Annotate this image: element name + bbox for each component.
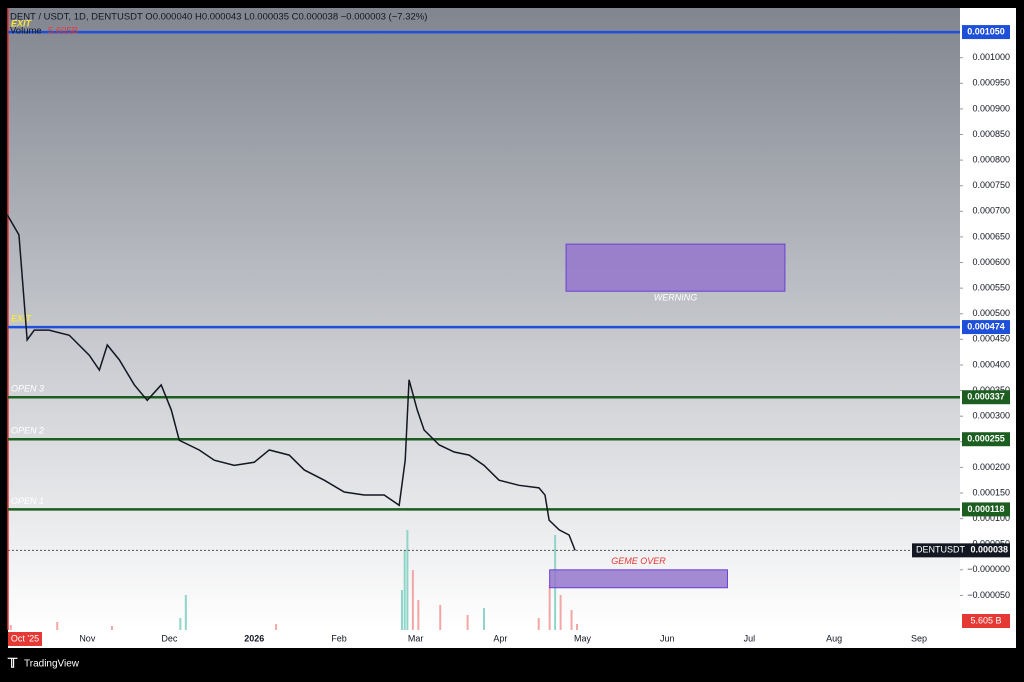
level-label-box xyxy=(962,390,1010,405)
zone-label: GEME OVER xyxy=(611,556,666,566)
y-tick-label: −0.000050 xyxy=(967,590,1010,600)
plot-area xyxy=(8,8,960,630)
level-label-box xyxy=(962,320,1010,335)
level-label-box xyxy=(962,25,1010,40)
y-tick-label: −0.000000 xyxy=(967,564,1010,574)
price-line xyxy=(6,214,576,551)
last-price-box xyxy=(912,543,1010,558)
x-tick-label: Jun xyxy=(660,633,675,643)
level-label-box xyxy=(962,432,1010,447)
volume-name: Volume xyxy=(10,26,42,37)
last-price-label: 0.000038 xyxy=(970,545,1008,555)
y-tick-label: 0.000500 xyxy=(972,308,1010,318)
x-tick-highlight xyxy=(8,632,42,646)
y-tick-label: 0.000750 xyxy=(972,180,1010,190)
y-tick-label: 0.000350 xyxy=(972,385,1010,395)
y-tick-label: 0.000550 xyxy=(972,283,1010,293)
y-tick-label: 0.000850 xyxy=(972,129,1010,139)
volume-bar xyxy=(439,605,442,630)
x-tick-label: Oct '25 xyxy=(11,633,39,643)
volume-bar xyxy=(110,626,113,630)
y-tick-label: 0.000200 xyxy=(972,462,1010,472)
legend: DENT / USDT, 1D, DENTUSDT O0.000040 H0.0… xyxy=(10,12,427,23)
y-tick-label: 0.000650 xyxy=(972,231,1010,241)
zone xyxy=(549,569,728,589)
volume-last-label: 5.605 B xyxy=(970,615,1001,625)
level-label: 0.000255 xyxy=(967,434,1005,444)
x-tick-label: Aug xyxy=(826,633,842,643)
series-name: DENTUSDT xyxy=(916,545,966,555)
level-label-box xyxy=(962,502,1010,517)
volume-bar xyxy=(483,608,485,630)
volume-bar xyxy=(400,590,403,630)
brand-logo: 𝕋 xyxy=(7,655,18,670)
layer: 0.001000 0.000950 0.000900 0.000850 0.000800… xyxy=(6,18,1010,646)
level-name: OPEN 3 xyxy=(11,384,44,394)
y-tick-label: 0.000950 xyxy=(972,78,1010,88)
level-label: 0.000474 xyxy=(967,321,1005,331)
y-tick-label: 0.001000 xyxy=(972,52,1010,62)
volume-bar xyxy=(570,610,573,630)
volume-bar xyxy=(417,600,420,630)
zone xyxy=(565,243,786,292)
x-tick-label: Nov xyxy=(79,633,96,643)
volume-value: 5.605B xyxy=(48,26,78,37)
x-tick-label: Mar xyxy=(408,633,424,643)
brand: TradingView xyxy=(24,659,80,670)
y-tick-label: 0.000100 xyxy=(972,513,1010,523)
level-label: 0.000337 xyxy=(967,392,1005,402)
x-tick-label: Jul xyxy=(744,633,756,643)
level-name: OPEN 1 xyxy=(11,496,44,506)
volume-bar xyxy=(179,618,182,630)
zone-label: WERNING xyxy=(654,293,698,303)
x-tick-label: Sep xyxy=(911,633,927,643)
volume-bar xyxy=(548,585,551,630)
volume-bar xyxy=(576,624,579,630)
x-tick-label: Dec xyxy=(161,633,178,643)
price-axis xyxy=(960,8,1016,630)
level-name: EXIT xyxy=(11,18,33,28)
volume-bar xyxy=(411,570,414,630)
level-label: 0.001050 xyxy=(967,26,1005,36)
volume-bar xyxy=(184,595,187,630)
volume-bar xyxy=(406,530,409,630)
volume-bar xyxy=(403,550,406,630)
volume-bar xyxy=(275,624,278,630)
x-tick-label: Feb xyxy=(331,633,347,643)
volume-bar xyxy=(9,625,12,630)
y-tick-label: 0.000150 xyxy=(972,487,1010,497)
volume-bar xyxy=(537,618,540,630)
level-name: OPEN 2 xyxy=(11,426,44,436)
x-tick-label: Apr xyxy=(493,633,507,643)
y-tick-label: 0.000400 xyxy=(972,359,1010,369)
y-tick-label: 0.000700 xyxy=(972,206,1010,216)
time-axis xyxy=(8,630,1016,648)
volume-last-box xyxy=(962,614,1010,628)
y-tick-label: 0.000450 xyxy=(972,334,1010,344)
level-name: EXIT xyxy=(11,313,33,323)
y-tick-label: 0.000900 xyxy=(972,103,1010,113)
y-tick-label: 0.000600 xyxy=(972,257,1010,267)
x-tick-label: May xyxy=(574,633,592,643)
level-label: 0.000118 xyxy=(967,504,1004,514)
y-tick-label: 0.000300 xyxy=(972,411,1010,421)
volume-bar xyxy=(559,595,562,630)
volume-bar xyxy=(56,622,59,630)
volume-bar xyxy=(466,615,469,630)
y-tick-label: 0.000800 xyxy=(972,154,1010,164)
x-tick-label: 2026 xyxy=(244,633,264,643)
